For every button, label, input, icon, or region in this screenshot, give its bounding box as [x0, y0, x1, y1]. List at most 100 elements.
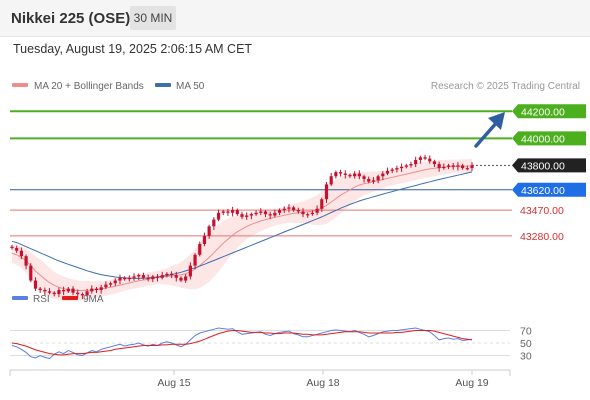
- ma50-legend-label: MA 50: [176, 81, 205, 92]
- rsi-legend-label: RSI: [33, 294, 50, 305]
- candle-body: [324, 184, 329, 200]
- candle-body: [385, 170, 390, 174]
- candle-body: [99, 287, 103, 290]
- candle-body: [310, 212, 315, 215]
- ma50-line: [11, 171, 473, 279]
- candle-body: [62, 290, 66, 292]
- candle-body: [226, 211, 230, 213]
- candle-body: [151, 276, 155, 280]
- candle-body: [446, 165, 451, 167]
- level-label-resistance: 44000.00: [521, 133, 565, 145]
- ma50-legend-swatch: [155, 83, 171, 87]
- candle-body: [362, 176, 366, 179]
- rsi-tick-label: 70: [520, 326, 532, 338]
- candle-body: [231, 210, 235, 213]
- candle-body: [123, 277, 127, 280]
- candle-body: [24, 256, 28, 266]
- level-label-support: 43470.00: [520, 205, 564, 217]
- candle-body: [268, 214, 272, 216]
- x-axis-ticks: Aug 15 Aug 18 Aug 19: [157, 370, 489, 389]
- header-bar: Nikkei 225 (OSE) 30 MIN: [0, 0, 590, 37]
- candle-body: [155, 276, 160, 278]
- x-tick-label: Aug 15: [157, 377, 190, 389]
- candle-body: [169, 273, 174, 276]
- x-tick-label: Aug 18: [306, 377, 339, 389]
- candle-body: [235, 210, 239, 215]
- candles: [10, 154, 474, 300]
- level-tag-pivot: [512, 182, 586, 197]
- candle-body: [38, 288, 42, 290]
- candle-body: [338, 172, 343, 174]
- trend-arrow: [474, 112, 505, 148]
- candle-body: [193, 254, 197, 266]
- candle-body: [306, 214, 310, 216]
- candle-body: [296, 210, 300, 212]
- candle-body: [343, 173, 347, 175]
- candle-body: [240, 214, 244, 217]
- candle-body: [47, 291, 52, 293]
- candle-body: [371, 180, 376, 182]
- candle-body: [334, 172, 338, 177]
- candle-body: [221, 211, 225, 213]
- candle-body: [409, 164, 413, 166]
- ma20-legend-swatch: [12, 83, 28, 87]
- candle-body: [399, 166, 404, 169]
- candle-body: [57, 290, 61, 295]
- candle-body: [292, 207, 296, 211]
- credit-text: Research © 2025 Trading Central: [431, 81, 580, 92]
- candle-body: [245, 215, 249, 217]
- candle-body: [277, 210, 282, 213]
- candle-body: [353, 173, 357, 177]
- candle-body: [76, 292, 80, 295]
- ma20-legend-label: MA 20 + Bollinger Bands: [34, 81, 144, 92]
- candle-body: [43, 290, 47, 292]
- candle-body: [418, 157, 422, 160]
- rsi-grid: [10, 330, 510, 356]
- candle-body: [315, 208, 319, 213]
- candle-body: [132, 276, 136, 278]
- candle-body: [254, 212, 258, 215]
- candle-body: [404, 165, 408, 167]
- candle-body: [71, 288, 75, 293]
- candle-body: [287, 207, 291, 209]
- candle-body: [33, 280, 38, 289]
- rsi-tick-label: 50: [520, 338, 532, 350]
- level-tag-current: [512, 158, 586, 173]
- timestamp: Tuesday, August 19, 2025 2:06:15 AM CET: [13, 42, 253, 56]
- candle-body: [94, 288, 99, 290]
- rsi-ma-line: [11, 330, 473, 356]
- level-label-support: 43280.00: [520, 231, 564, 243]
- ma20-line: [11, 165, 473, 291]
- candle-body: [198, 243, 202, 255]
- candle-body: [19, 250, 23, 257]
- candle-body: [301, 211, 305, 215]
- candle-body: [127, 277, 131, 280]
- candle-body: [207, 226, 211, 236]
- bollinger-band-fill: [12, 158, 472, 302]
- candle-body: [437, 164, 441, 169]
- candle-body: [357, 173, 361, 177]
- timeframe-button[interactable]: 30 MIN: [130, 6, 176, 30]
- candle-body: [90, 288, 94, 292]
- level-label-resistance: 44200.00: [521, 106, 565, 118]
- moving-averages: [11, 165, 473, 291]
- candle-body: [282, 208, 286, 211]
- level-tag-resistance: [512, 104, 586, 119]
- candle-body: [390, 169, 394, 171]
- candle-body: [188, 265, 192, 277]
- candle-body: [179, 277, 183, 281]
- candle-body: [428, 158, 432, 162]
- candle-body: [141, 275, 146, 278]
- candle-body: [29, 265, 33, 281]
- candle-body: [160, 275, 164, 278]
- candle-body: [456, 165, 460, 167]
- rsi-tick-label: 30: [520, 351, 532, 363]
- candle-body: [165, 273, 169, 276]
- candle-body: [146, 277, 150, 280]
- candle-body: [329, 176, 333, 185]
- candle-body: [66, 288, 70, 292]
- rsi-line: [11, 327, 473, 360]
- candle-body: [52, 292, 56, 295]
